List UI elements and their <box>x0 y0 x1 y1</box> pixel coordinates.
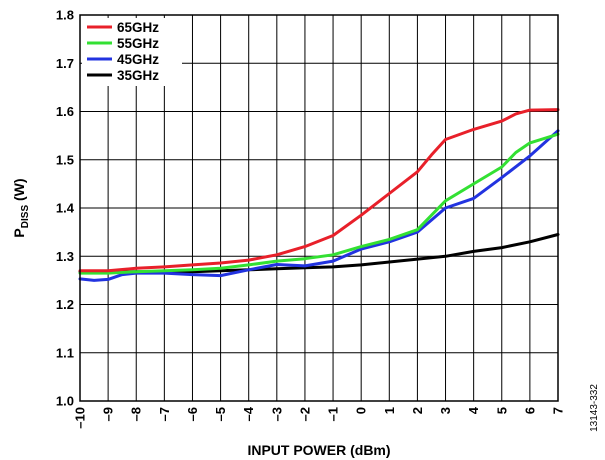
x-tick-label: –8 <box>129 407 144 421</box>
legend-label-35GHz: 35GHz <box>117 68 159 83</box>
y-tick-label: 1.8 <box>56 8 74 23</box>
x-tick-label: –7 <box>157 407 172 421</box>
legend-label-55GHz: 55GHz <box>117 36 159 51</box>
series-line-65GHz <box>78 108 560 273</box>
y-tick-labels: 1.0 1.1 1.2 1.3 1.4 1.5 1.6 1.7 1.8 <box>56 8 75 409</box>
x-tick-label: –3 <box>269 407 284 421</box>
x-tick-label: 1 <box>382 407 397 414</box>
series-lines <box>78 108 560 282</box>
x-tick-label: –10 <box>73 407 88 429</box>
x-tick-label: –4 <box>241 406 256 421</box>
x-tick-label: 3 <box>438 407 453 414</box>
y-axis-label-main: P <box>11 228 27 237</box>
plot-frame <box>79 14 559 402</box>
x-tick-label: –5 <box>213 407 228 421</box>
x-tick-label: 2 <box>410 407 425 414</box>
x-axis-label: INPUT POWER (dBm) <box>247 442 390 458</box>
series-line-45GHz <box>78 129 560 282</box>
y-tick-label: 1.7 <box>56 56 74 71</box>
x-tick-label: –9 <box>101 407 116 421</box>
series-line-55GHz <box>78 132 560 275</box>
x-tick-label: 6 <box>522 407 537 414</box>
x-tick-label: 7 <box>551 407 566 414</box>
y-axis-label-text: PDISS (W) <box>11 178 31 237</box>
y-tick-label: 1.2 <box>56 297 74 312</box>
y-tick-label: 1.4 <box>56 201 75 216</box>
figure-id: 13143-332 <box>589 384 600 432</box>
x-tick-labels: –10 –9 –8 –7 –6 –5 –4 –3 –2 –1 0 1 2 3 4 5 6 7 <box>73 406 566 428</box>
x-tick-label: 4 <box>466 406 481 414</box>
y-tick-label: 1.3 <box>56 249 74 264</box>
y-tick-label: 1.0 <box>56 394 74 409</box>
y-tick-label: 1.5 <box>56 152 74 167</box>
x-tick-label: 5 <box>494 407 509 414</box>
x-tick-label: 0 <box>354 407 369 414</box>
y-tick-label: 1.6 <box>56 104 74 119</box>
y-axis-label-subscript: DISS <box>20 205 31 229</box>
y-tick-label: 1.1 <box>56 345 74 360</box>
y-axis-label: PDISS (W) <box>11 178 31 237</box>
legend-label-45GHz: 45GHz <box>117 52 159 67</box>
x-tick-label: –1 <box>326 407 341 421</box>
x-tick-label: –2 <box>297 407 312 421</box>
legend-label-65GHz: 65GHz <box>117 20 159 35</box>
x-tick-label: –6 <box>185 407 200 421</box>
y-axis-label-unit: (W) <box>11 178 27 204</box>
